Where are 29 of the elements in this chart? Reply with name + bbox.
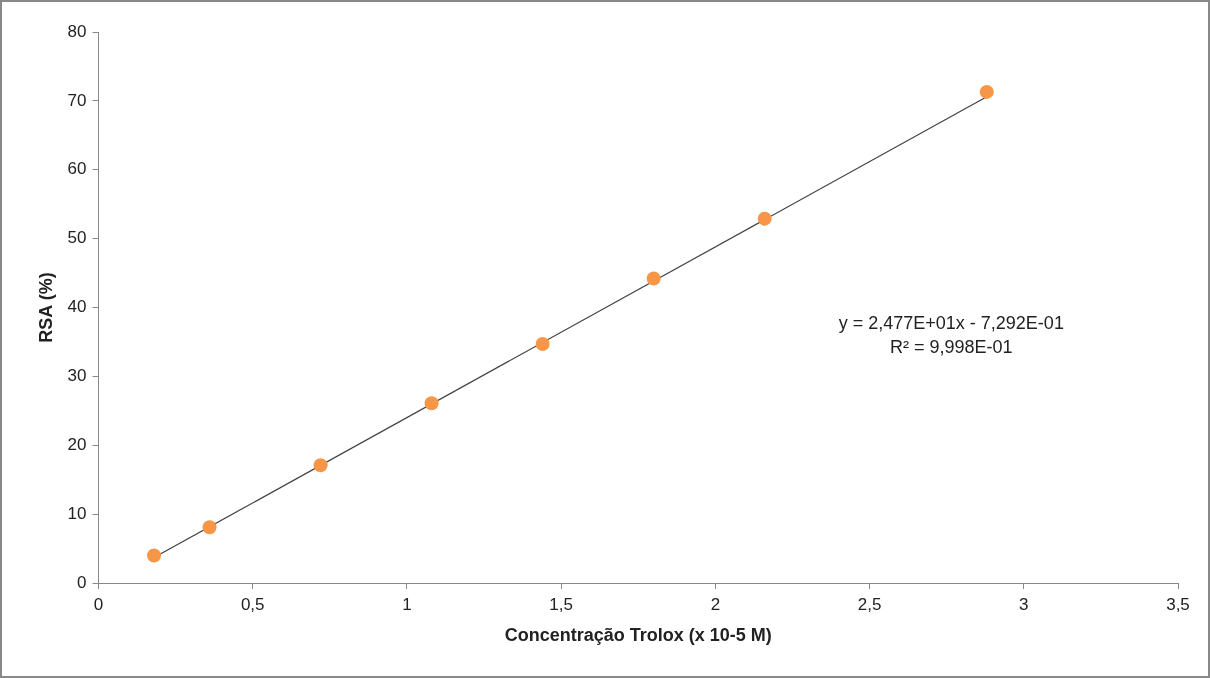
x-tick-label: 0 [93, 594, 104, 614]
y-axis-title: RSA (%) [35, 272, 56, 343]
annotation: y = 2,477E+01x - 7,292E-01 [838, 313, 1064, 333]
y-tick-label: 60 [67, 159, 87, 179]
point [202, 520, 217, 535]
x-tick-label: 0,5 [240, 594, 265, 614]
x-tick-label: 3,5 [1166, 594, 1190, 614]
x-tick-label: 1,5 [549, 594, 573, 614]
y-tick-label: 70 [67, 90, 87, 110]
y-tick-label: 80 [67, 21, 87, 41]
y-tick-label: 30 [67, 366, 87, 386]
annotation: R² = 9,998E-01 [890, 337, 1013, 357]
x-tick-label: 3 [1019, 594, 1029, 614]
y-tick-label: 10 [67, 503, 87, 523]
x-axis-title: Concentração Trolox (x 10-5 M) [504, 625, 772, 646]
y-tick-label: 40 [67, 297, 87, 317]
y-tick-label: 0 [77, 572, 87, 592]
y-tick-label: 50 [67, 228, 87, 248]
point [646, 271, 661, 286]
x-tick-label: 2 [710, 594, 721, 614]
y-tick-label: 20 [67, 434, 87, 454]
point [147, 548, 162, 563]
point [313, 458, 328, 473]
point [424, 396, 439, 411]
point [979, 84, 994, 99]
point [757, 211, 772, 226]
x-tick-label: 2,5 [857, 594, 882, 614]
point [535, 337, 550, 351]
x-tick-label: 1 [402, 594, 412, 614]
